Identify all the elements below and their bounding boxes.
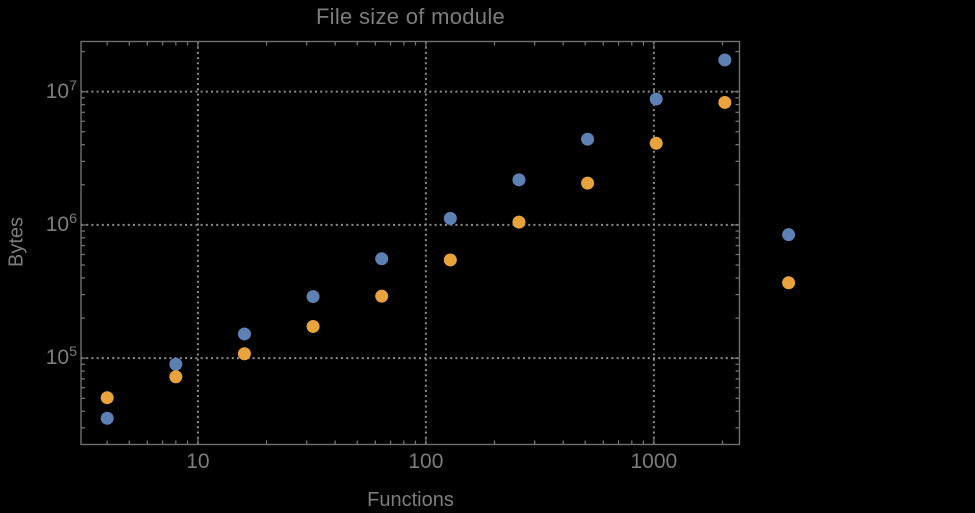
data-point-series-blue-x8 bbox=[169, 357, 183, 371]
chart-title: File size of module bbox=[315, 4, 506, 29]
data-point-series-blue-x32 bbox=[306, 290, 320, 304]
y-tick-label-10^6: 106 bbox=[45, 210, 77, 236]
data-point-series-orange-x64 bbox=[375, 289, 389, 303]
gridlines bbox=[81, 41, 740, 445]
axis-ticks bbox=[81, 41, 740, 445]
data-point-series-blue-x128 bbox=[443, 211, 457, 225]
data-point-series-blue-x2048 bbox=[718, 53, 732, 67]
series-orange bbox=[100, 95, 796, 405]
y-tick-label-10^5: 105 bbox=[45, 344, 77, 370]
data-point-series-orange-x1024 bbox=[649, 136, 663, 150]
data-point-series-orange-x2048 bbox=[718, 95, 732, 109]
data-point-series-orange-x3900 bbox=[782, 276, 796, 290]
data-point-series-orange-x256 bbox=[512, 215, 526, 229]
data-point-series-blue-x4 bbox=[100, 411, 114, 425]
y-tick-label-10^7: 107 bbox=[45, 77, 77, 103]
plot-frame bbox=[80, 40, 741, 446]
data-point-series-orange-x128 bbox=[443, 253, 457, 267]
x-tick-label-10: 10 bbox=[186, 450, 210, 473]
data-point-series-blue-x512 bbox=[581, 132, 595, 146]
data-point-series-orange-x32 bbox=[306, 319, 320, 333]
x-axis-label: Functions bbox=[367, 489, 454, 511]
data-point-series-blue-x64 bbox=[375, 252, 389, 266]
x-tick-label-100: 100 bbox=[408, 450, 444, 473]
data-point-series-orange-x4 bbox=[100, 391, 114, 405]
data-point-series-orange-x16 bbox=[237, 347, 251, 361]
data-point-series-blue-x16 bbox=[237, 327, 251, 341]
data-point-series-blue-x3900 bbox=[782, 228, 796, 242]
data-point-series-blue-x1024 bbox=[649, 92, 663, 106]
data-point-series-blue-x256 bbox=[512, 173, 526, 187]
x-tick-label-1000: 1000 bbox=[630, 450, 678, 473]
series-blue bbox=[100, 53, 796, 425]
data-point-series-orange-x8 bbox=[169, 370, 183, 384]
data-point-series-orange-x512 bbox=[581, 176, 595, 190]
